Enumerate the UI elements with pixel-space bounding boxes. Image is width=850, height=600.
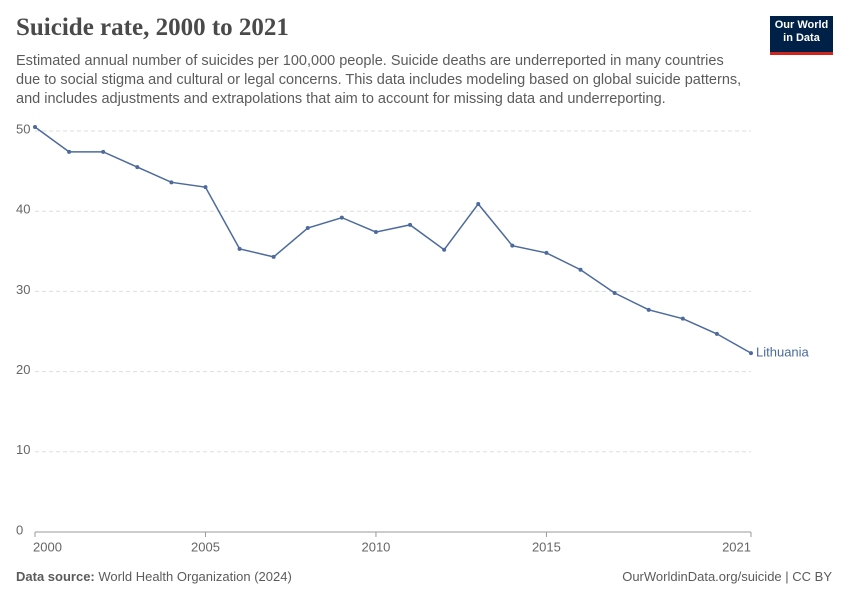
logo-text: Our World in Data bbox=[774, 19, 829, 44]
source-label: Data source: bbox=[16, 569, 95, 584]
chart: 0 10 20 30 40 50 2000 2005 2010 2015 2021 Lithuania bbox=[16, 121, 810, 554]
series-label: Lithuania bbox=[756, 345, 810, 360]
y-tick-label: 0 bbox=[16, 522, 23, 537]
point bbox=[169, 180, 174, 185]
x-tick-label: 2005 bbox=[191, 539, 220, 554]
point bbox=[203, 185, 208, 190]
point bbox=[237, 246, 242, 251]
point bbox=[510, 243, 515, 248]
x-tick-label: 2000 bbox=[33, 539, 62, 554]
point bbox=[612, 291, 617, 296]
point bbox=[714, 331, 719, 336]
y-tick-label: 20 bbox=[16, 362, 30, 377]
y-tick-label: 40 bbox=[16, 202, 30, 217]
point bbox=[101, 149, 106, 154]
point bbox=[680, 316, 685, 321]
point bbox=[305, 226, 310, 231]
point bbox=[476, 201, 481, 206]
point bbox=[646, 307, 651, 312]
point bbox=[749, 351, 753, 356]
point bbox=[339, 215, 344, 220]
x-tick-label: 2021 bbox=[722, 539, 751, 554]
point bbox=[33, 124, 37, 129]
chart-subtitle: Estimated annual number of suicides per … bbox=[16, 53, 742, 107]
source: Data source: World Health Organization (… bbox=[16, 569, 292, 584]
point bbox=[67, 149, 72, 154]
line bbox=[34, 126, 752, 354]
x-tick-label: 2010 bbox=[361, 539, 390, 554]
y-tick-label: 50 bbox=[16, 121, 30, 136]
point bbox=[544, 250, 549, 255]
credit[interactable]: OurWorldinData.org/suicide | CC BY bbox=[622, 569, 832, 584]
point bbox=[271, 254, 276, 259]
point bbox=[373, 230, 378, 235]
point bbox=[442, 247, 447, 252]
logo[interactable]: Our World in Data bbox=[770, 16, 833, 55]
x-tick-label: 2015 bbox=[532, 539, 561, 554]
point bbox=[135, 165, 140, 170]
point bbox=[578, 267, 583, 272]
point bbox=[408, 222, 413, 227]
source-text: World Health Organization (2024) bbox=[98, 569, 292, 584]
y-tick-label: 30 bbox=[16, 282, 30, 297]
chart-title: Suicide rate, 2000 to 2021 bbox=[16, 14, 289, 41]
y-tick-label: 10 bbox=[16, 442, 30, 457]
